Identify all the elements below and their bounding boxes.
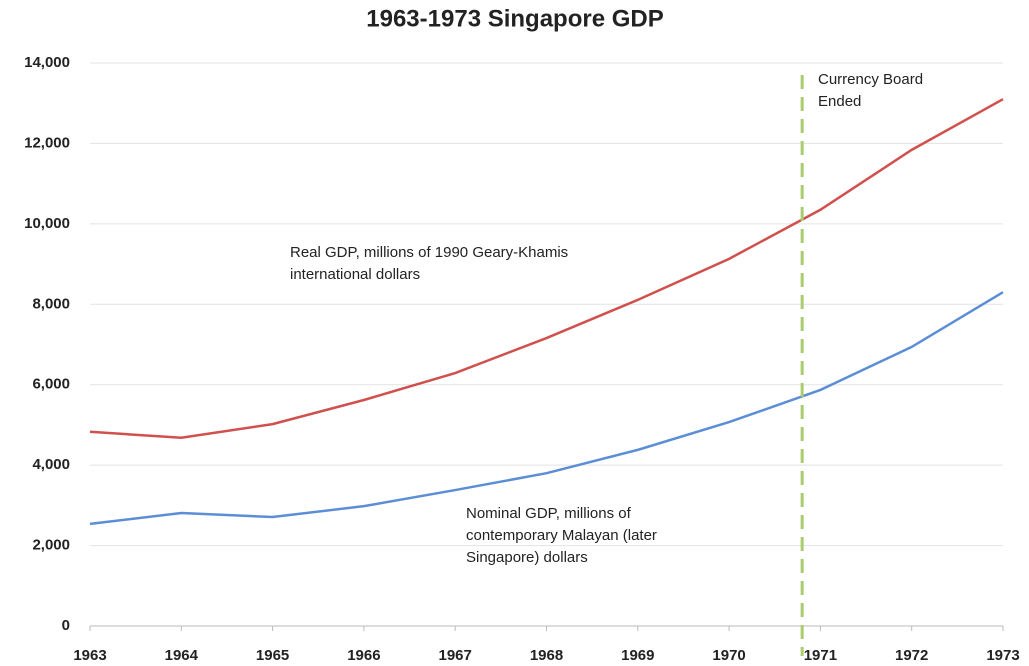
x-tick-label: 1963 [73,647,106,664]
chart-title: 1963-1973 Singapore GDP [366,5,663,32]
series-line [89,98,1004,440]
y-tick-label: 0 [62,617,70,634]
series-label: Real GDP, millions of 1990 Geary-Khamis … [290,244,569,283]
y-tick-label: 10,000 [24,215,70,232]
x-tick-label: 1971 [804,647,837,664]
x-tick-label: 1970 [712,647,745,664]
series-line [89,291,1004,526]
x-tick-label: 1969 [621,647,654,664]
y-tick-label: 2,000 [32,537,70,554]
annotation-label: Currency Board Ended [818,71,924,110]
y-tick-label: 14,000 [24,54,70,71]
x-tick-label: 1967 [439,647,472,664]
x-tick-label: 1968 [530,647,563,664]
y-tick-label: 8,000 [32,295,70,312]
y-tick-label: 4,000 [32,456,70,473]
y-tick-label: 6,000 [32,376,70,393]
x-tick-label: 1972 [895,647,928,664]
x-tick-label: 1973 [986,647,1019,664]
x-tick-label: 1966 [347,647,380,664]
y-tick-label: 12,000 [24,134,70,151]
x-tick-label: 1964 [165,647,199,664]
series-label: Nominal GDP, millions of contemporary Ma… [466,505,657,566]
x-tick-label: 1965 [256,647,289,664]
